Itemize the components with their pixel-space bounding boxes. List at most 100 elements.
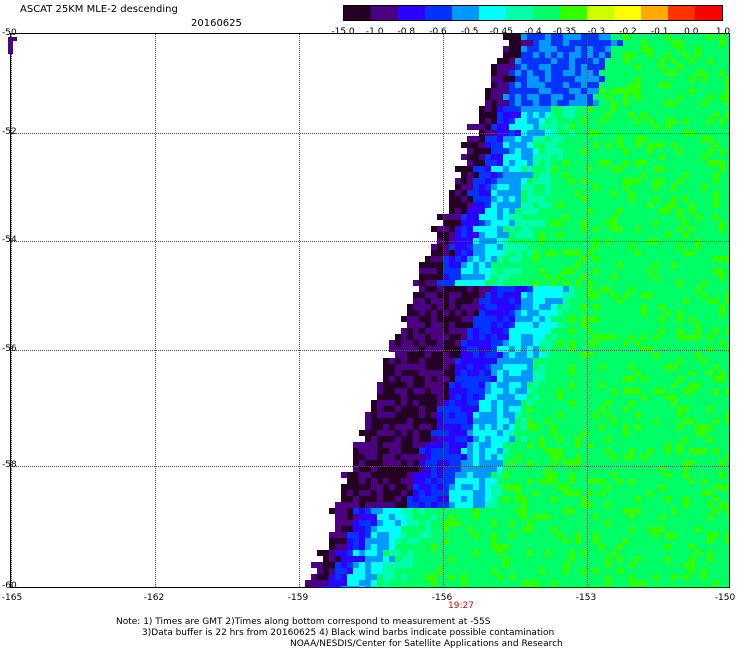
swath-cell — [401, 358, 407, 364]
swath-cell — [641, 568, 647, 574]
swath-cell — [341, 484, 347, 490]
swath-cell — [377, 418, 383, 424]
swath-cell — [425, 490, 431, 496]
swath-cell — [635, 88, 641, 94]
swath-cell — [581, 46, 587, 52]
swath-cell — [395, 520, 401, 526]
swath-cell — [521, 496, 527, 502]
swath-cell — [641, 490, 647, 496]
swath-cell — [581, 340, 587, 346]
swath-cell — [545, 190, 551, 196]
swath-cell — [461, 472, 467, 478]
swath-cell — [695, 154, 701, 160]
swath-cell — [365, 424, 371, 430]
swath-cell — [341, 574, 347, 580]
swath-cell — [707, 190, 713, 196]
swath-cell — [701, 484, 707, 490]
swath-cell — [647, 436, 653, 442]
swath-cell — [503, 46, 509, 52]
swath-cell — [689, 118, 695, 124]
swath-cell — [707, 478, 713, 484]
swath-cell — [563, 388, 569, 394]
swath-cell — [719, 118, 725, 124]
swath-cell — [557, 262, 563, 268]
swath-cell — [413, 358, 419, 364]
swath-cell — [527, 508, 533, 514]
swath-cell — [437, 364, 443, 370]
swath-cell — [725, 388, 729, 394]
swath-cell — [359, 448, 365, 454]
swath-cell — [461, 214, 467, 220]
swath-cell — [605, 472, 611, 478]
swath-cell — [437, 442, 443, 448]
swath-cell — [617, 292, 623, 298]
swath-cell — [581, 154, 587, 160]
swath-cell — [617, 574, 623, 580]
swath-cell — [653, 58, 659, 64]
swath-cell — [563, 88, 569, 94]
swath-cell — [713, 364, 719, 370]
swath-cell — [425, 388, 431, 394]
swath-cell — [503, 196, 509, 202]
swath-cell — [623, 64, 629, 70]
swath-cell — [509, 568, 515, 574]
colorbar-swatch — [398, 6, 425, 20]
swath-cell — [587, 580, 593, 586]
swath-cell — [401, 424, 407, 430]
swath-cell — [479, 364, 485, 370]
swath-cell — [545, 376, 551, 382]
swath-cell — [557, 496, 563, 502]
swath-cell — [461, 142, 467, 148]
swath-cell — [695, 46, 701, 52]
swath-cell — [671, 490, 677, 496]
swath-cell — [509, 268, 515, 274]
swath-cell — [473, 418, 479, 424]
swath-cell — [581, 268, 587, 274]
swath-cell — [569, 214, 575, 220]
swath-cell — [491, 352, 497, 358]
swath-cell — [665, 268, 671, 274]
swath-cell — [419, 490, 425, 496]
swath-cell — [725, 526, 729, 532]
swath-cell — [641, 322, 647, 328]
swath-cell — [533, 400, 539, 406]
swath-cell — [395, 556, 401, 562]
swath-cell — [605, 52, 611, 58]
swath-cell — [671, 64, 677, 70]
swath-cell — [431, 484, 437, 490]
swath-cell — [719, 496, 725, 502]
swath-cell — [503, 220, 509, 226]
swath-cell — [707, 250, 713, 256]
swath-cell — [485, 268, 491, 274]
swath-cell — [629, 370, 635, 376]
swath-cell — [383, 568, 389, 574]
swath-cell — [455, 412, 461, 418]
swath-cell — [653, 358, 659, 364]
swath-cell — [665, 580, 671, 586]
swath-cell — [545, 490, 551, 496]
swath-cell — [521, 322, 527, 328]
swath-cell — [413, 556, 419, 562]
swath-cell — [605, 292, 611, 298]
swath-cell — [623, 376, 629, 382]
swath-cell — [497, 442, 503, 448]
swath-cell — [449, 442, 455, 448]
swath-cell — [569, 268, 575, 274]
swath-cell — [713, 496, 719, 502]
swath-cell — [653, 208, 659, 214]
swath-cell — [719, 286, 725, 292]
swath-cell — [545, 100, 551, 106]
swath-cell — [545, 166, 551, 172]
swath-cell — [401, 430, 407, 436]
swath-cell — [551, 340, 557, 346]
swath-cell — [431, 418, 437, 424]
swath-cell — [455, 574, 461, 580]
swath-cell — [311, 562, 317, 568]
swath-cell — [407, 430, 413, 436]
swath-cell — [671, 442, 677, 448]
swath-cell — [611, 136, 617, 142]
swath-cell — [539, 430, 545, 436]
swath-cell — [455, 388, 461, 394]
swath-cell — [335, 556, 341, 562]
swath-cell — [647, 580, 653, 586]
